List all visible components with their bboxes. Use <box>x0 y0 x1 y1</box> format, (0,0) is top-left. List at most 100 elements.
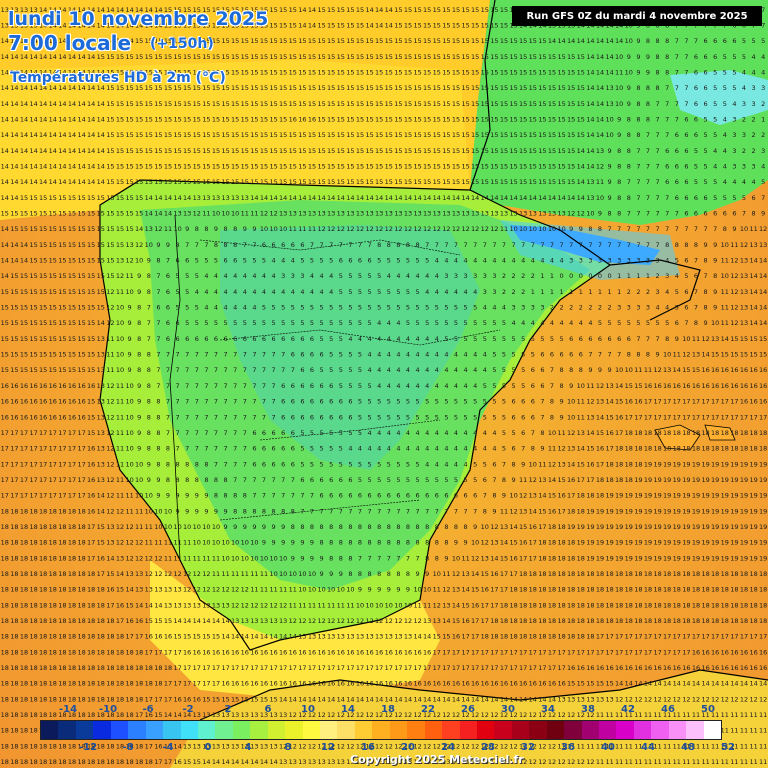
temp-value: 7 <box>204 351 208 359</box>
temp-value: 17 <box>740 633 748 641</box>
temp-value: 14 <box>548 695 556 703</box>
temp-value: 19 <box>567 523 575 531</box>
temp-value: 15 <box>433 100 441 108</box>
temp-value: 17 <box>442 648 450 656</box>
temp-value: 16 <box>365 648 373 656</box>
temp-value: 5 <box>627 319 631 327</box>
temp-value: 12 <box>145 570 153 578</box>
temp-value: 14 <box>154 210 162 218</box>
temp-value: 17 <box>231 664 239 672</box>
temp-value: 4 <box>454 257 458 265</box>
temp-value: 7 <box>281 366 285 374</box>
temp-value: 7 <box>646 178 650 186</box>
temp-value: 18 <box>77 570 85 578</box>
temp-value: 4 <box>444 351 448 359</box>
temp-value: 3 <box>444 272 448 280</box>
temp-value: 18 <box>97 695 105 703</box>
temp-value: 19 <box>701 523 709 531</box>
temp-value: 12 <box>269 601 277 609</box>
temp-value: 15 <box>202 53 210 61</box>
temp-value: 17 <box>317 664 325 672</box>
temp-value: 10 <box>145 492 153 500</box>
temp-value: 15 <box>77 366 85 374</box>
temp-value: 10 <box>557 225 565 233</box>
temp-value: 14 <box>145 6 153 14</box>
temp-value: 18 <box>663 617 671 625</box>
temp-value: 5 <box>348 272 352 280</box>
temp-value: 15 <box>68 351 76 359</box>
temp-value: 16 <box>68 398 76 406</box>
temp-value: 15 <box>29 351 37 359</box>
temp-value: 16 <box>87 507 95 515</box>
temp-value: 6 <box>300 398 304 406</box>
temp-value: 18 <box>481 633 489 641</box>
temp-value: 6 <box>204 335 208 343</box>
temp-value: 12 <box>250 601 258 609</box>
temp-value: 4 <box>531 257 535 265</box>
temp-value: 18 <box>29 523 37 531</box>
temp-value: 4 <box>320 272 324 280</box>
temp-value: 5 <box>473 398 477 406</box>
portugal-border <box>169 214 181 561</box>
temp-value: 16 <box>586 460 594 468</box>
temp-value: 12 <box>125 257 133 265</box>
temp-value: 18 <box>39 523 47 531</box>
temp-value: 18 <box>20 633 28 641</box>
temp-value: 17 <box>10 492 18 500</box>
temp-value: 14 <box>20 147 28 155</box>
temp-value: 8 <box>425 539 429 547</box>
temp-value: 15 <box>356 100 364 108</box>
temp-value: 15 <box>145 100 153 108</box>
temp-value: 18 <box>106 617 114 625</box>
temp-value: 4 <box>502 304 506 312</box>
temp-value: 14 <box>135 601 143 609</box>
temp-value: 4 <box>387 272 391 280</box>
temp-value: 3 <box>588 257 592 265</box>
scale-label-bottom: 52 <box>721 742 735 753</box>
temp-value: 5 <box>416 460 420 468</box>
temp-value: 19 <box>711 539 719 547</box>
temp-value: 7 <box>214 445 218 453</box>
temp-value: 15 <box>221 147 229 155</box>
temp-value: 14 <box>250 758 258 766</box>
temp-value: 14 <box>29 115 37 123</box>
temp-value: 18 <box>68 664 76 672</box>
temp-value: 8 <box>137 304 141 312</box>
temp-value: 14 <box>298 194 306 202</box>
temp-value: 12 <box>241 586 249 594</box>
temp-value: 15 <box>442 53 450 61</box>
temp-value: 15 <box>87 210 95 218</box>
temp-value: 15 <box>87 413 95 421</box>
temp-value: 11 <box>721 742 729 750</box>
temp-value: 4 <box>435 382 439 390</box>
temp-value: 14 <box>634 680 642 688</box>
temp-value: 15 <box>423 53 431 61</box>
temp-value: 6 <box>521 429 525 437</box>
temp-value: 7 <box>176 445 180 453</box>
temp-value: 12 <box>557 445 565 453</box>
temp-value: 14 <box>538 492 546 500</box>
temp-value: 7 <box>243 460 247 468</box>
temp-value: 14 <box>68 162 76 170</box>
temp-value: 2 <box>588 304 592 312</box>
temp-value: 15 <box>145 68 153 76</box>
temp-value: 11 <box>605 742 613 750</box>
temp-value: 5 <box>329 319 333 327</box>
temp-value: 15 <box>87 319 95 327</box>
temp-value: 15 <box>202 178 210 186</box>
temp-value: 12 <box>461 711 469 719</box>
temp-value: 12 <box>308 711 316 719</box>
temp-value: 14 <box>49 6 57 14</box>
temp-value: 18 <box>682 570 690 578</box>
temp-value: 10 <box>145 507 153 515</box>
temp-value: 11 <box>250 586 258 594</box>
temp-value: 4 <box>435 460 439 468</box>
temp-value: 7 <box>646 335 650 343</box>
temp-value: 15 <box>442 115 450 123</box>
temp-value: 11 <box>260 570 268 578</box>
temp-value: 7 <box>636 225 640 233</box>
temp-value: 18 <box>77 539 85 547</box>
temp-value: 12 <box>385 617 393 625</box>
temp-value: 18 <box>1 601 9 609</box>
